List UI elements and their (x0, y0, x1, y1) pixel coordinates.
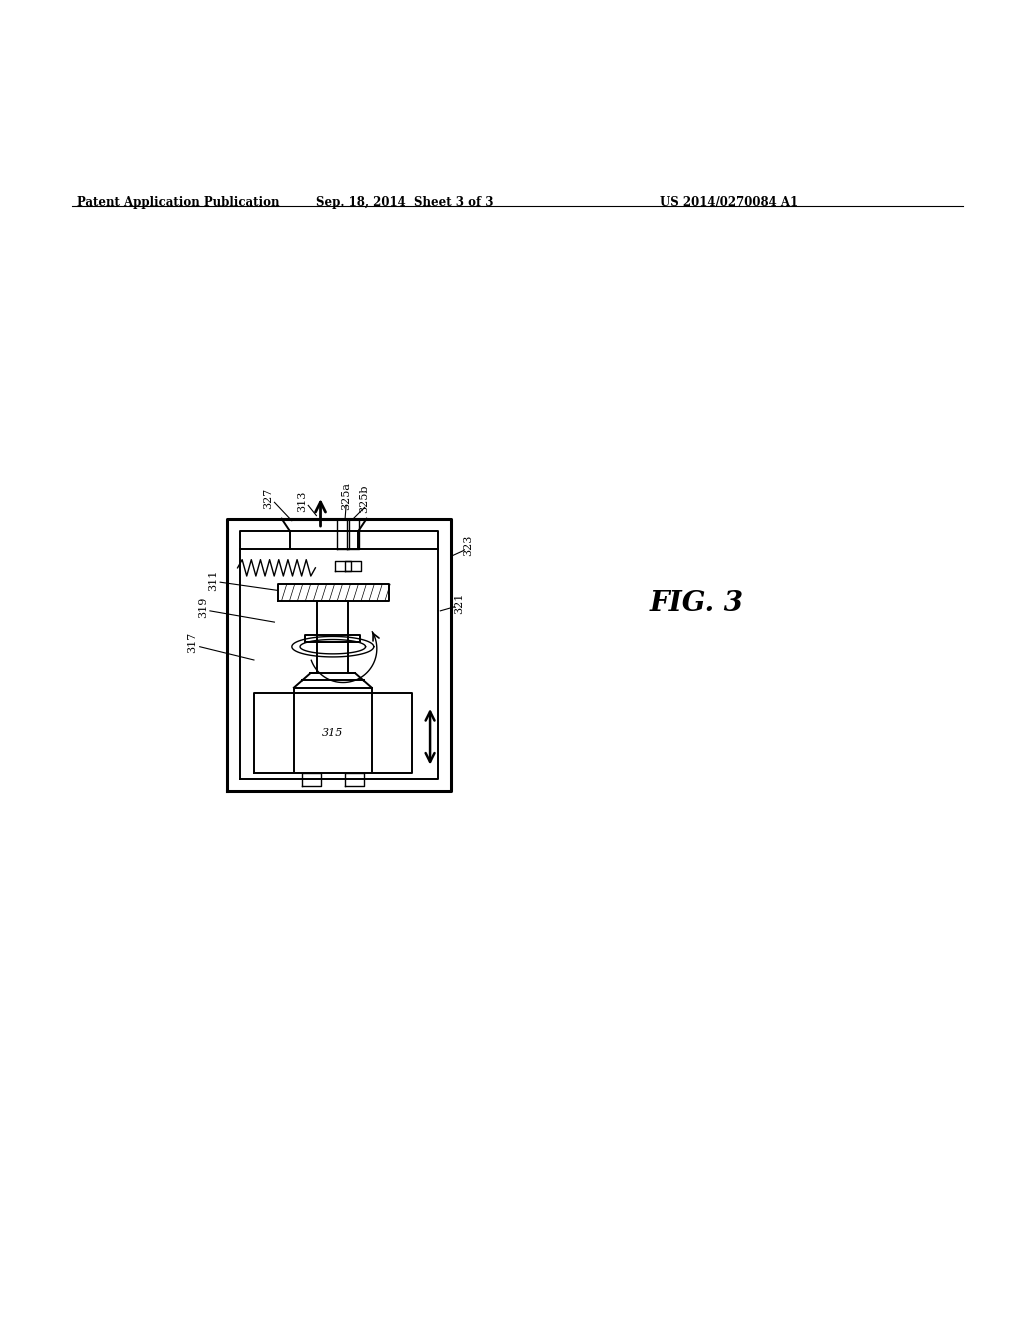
Text: Patent Application Publication: Patent Application Publication (77, 197, 280, 209)
Text: 315: 315 (323, 727, 343, 738)
Text: 325b: 325b (359, 484, 370, 513)
Text: 323: 323 (463, 535, 473, 556)
Text: 325a: 325a (341, 482, 351, 510)
Text: Sep. 18, 2014  Sheet 3 of 3: Sep. 18, 2014 Sheet 3 of 3 (315, 197, 494, 209)
Text: US 2014/0270084 A1: US 2014/0270084 A1 (660, 197, 799, 209)
Text: 327: 327 (263, 487, 273, 508)
Text: 317: 317 (187, 632, 198, 653)
Text: 321: 321 (454, 593, 464, 614)
Text: FIG. 3: FIG. 3 (649, 590, 743, 618)
Text: 319: 319 (198, 597, 208, 619)
Text: 313: 313 (297, 491, 307, 512)
Text: 311: 311 (208, 569, 218, 591)
